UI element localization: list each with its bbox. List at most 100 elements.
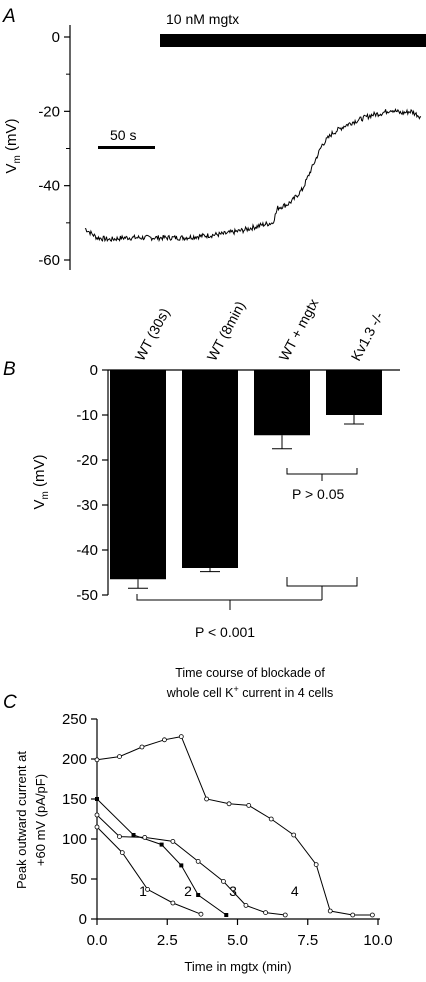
series-4-point — [117, 754, 122, 759]
panel-c-title-line1: Time course of blockade of — [175, 666, 325, 680]
bar-3 — [326, 370, 382, 415]
panel-b-y-tick-label: -40 — [76, 542, 98, 559]
series-4-point — [327, 908, 333, 914]
significance-bracket-bottom-right — [286, 577, 358, 600]
series-3-point — [282, 912, 288, 918]
series-3-point — [221, 879, 226, 884]
panel-b-y-tick-label: -10 — [76, 407, 98, 424]
series-2-point — [159, 842, 164, 847]
series-3-point — [170, 839, 176, 844]
series-1-point — [145, 887, 150, 892]
panel-a-y-axis-label: Vm (mV) — [3, 118, 23, 173]
panel-a-y-axis: 0 -20 -40 -60 — [38, 25, 71, 270]
series-4-point — [369, 912, 375, 918]
panel-c-y-tick-label: 250 — [62, 711, 87, 728]
series-4-point — [350, 912, 356, 918]
error-bar-0 — [128, 579, 148, 589]
membrane-potential-trace — [84, 108, 422, 243]
panel-c-y-tick-label: 0 — [79, 911, 87, 928]
error-bar-3 — [344, 415, 364, 425]
time-scalebar-label: 50 s — [110, 127, 136, 143]
panel-c-y-tick-label: 150 — [62, 791, 87, 808]
series-3-point — [243, 903, 249, 908]
panel-b-y-tick-label: -50 — [76, 587, 98, 604]
panel-b-y-ticks: 0 -10 -20 -30 -40 -50 — [76, 362, 108, 604]
panel-c-y-ticks: 0 50 100 150 200 250 — [62, 711, 97, 928]
series-2-point — [224, 913, 229, 917]
series-3-point — [142, 835, 148, 840]
category-label-1: WT (8min) — [204, 298, 249, 363]
series-1-point — [119, 850, 125, 855]
series-1-label: 1 — [139, 883, 147, 899]
series-4-point — [162, 737, 167, 743]
series-4-point — [94, 757, 100, 763]
panel-b-category-labels: WT (30s) WT (8min) WT + mgtx Kv1.3 -/- — [132, 296, 387, 363]
panel-a-letter: A — [2, 6, 16, 27]
series-3-point — [195, 859, 201, 864]
panel-a-y-tick-label: -60 — [38, 252, 60, 269]
significance-bracket-top — [286, 468, 358, 481]
bar-0 — [110, 370, 166, 580]
series-2-point — [95, 797, 99, 801]
panel-c-title-sup: + — [233, 684, 238, 694]
panel-a-y-tick-label: -20 — [38, 103, 60, 120]
series-1-point — [198, 911, 204, 917]
series-4: 4 — [94, 734, 375, 918]
bar-1 — [182, 370, 238, 568]
p-value-label-bottom: P < 0.001 — [195, 624, 255, 640]
category-label-2: WT + mgtx — [276, 296, 322, 363]
error-bar-1 — [200, 568, 220, 573]
series-4-point — [178, 734, 184, 739]
series-4-point — [291, 832, 297, 838]
series-2-label: 2 — [184, 883, 192, 899]
series-4-point — [268, 816, 274, 822]
series-3-point — [117, 834, 122, 839]
panel-b-y-tick-label: -20 — [76, 452, 98, 469]
series-4-point — [226, 801, 232, 807]
time-scalebar — [98, 146, 155, 149]
panel-b-ylabel-main: V — [31, 500, 48, 510]
series-4-point — [204, 796, 209, 802]
panel-c-x-axis-label: Time in mgtx (min) — [184, 959, 291, 974]
p-value-label-top: P > 0.05 — [292, 486, 345, 502]
panel-c-title-post: current in 4 cells — [239, 686, 333, 700]
series-1-point — [94, 824, 100, 830]
panel-c-axes: 0.0 2.5 5.0 7.5 10.0 0 50 100 150 200 250 — [62, 711, 393, 949]
panel-b-ylabel-unit: (mV) — [31, 454, 48, 491]
category-label-3: Kv1.3 -/- — [348, 309, 387, 364]
bar-2 — [254, 370, 310, 436]
panel-a-drug-bar: 10 nM mgtx — [160, 11, 426, 47]
panel-c-x-tick-label: 5.0 — [227, 932, 248, 949]
series-3-point — [94, 812, 100, 818]
series-2-point — [196, 893, 201, 897]
panel-c-y-axis-label-line1: Peak outward current at — [14, 751, 29, 889]
panel-a-y-tick-label: 0 — [52, 29, 60, 46]
panel-c-y-tick-label: 100 — [62, 831, 87, 848]
panel-a-ylabel-main: V — [3, 164, 20, 174]
series-4-label: 4 — [291, 883, 299, 899]
panel-b-letter: B — [3, 359, 16, 380]
significance-bracket-bottom — [136, 594, 322, 610]
panel-a-scalebar: 50 s — [98, 127, 155, 149]
panel-c-y-tick-label: 50 — [70, 871, 87, 888]
panel-b-bars — [110, 370, 382, 589]
series-2-point — [179, 863, 184, 868]
series-3: 3 — [94, 812, 288, 918]
panel-a: A 0 -20 -40 -60 Vm (mV) 10 nM mgtx 50 s — [2, 6, 426, 270]
panel-c-x-tick-label: 0.0 — [87, 932, 108, 949]
series-2-line — [96, 798, 227, 916]
panel-b-y-tick-label: 0 — [90, 362, 98, 379]
panel-c-y-axis-label-line2: +60 mV (pA/pF) — [33, 774, 48, 866]
series-1: 1 — [94, 824, 204, 917]
panel-c-x-tick-label: 2.5 — [157, 932, 178, 949]
panel-c-title-line2: whole cell K+ current in 4 cells — [166, 684, 333, 700]
series-4-line — [96, 736, 373, 916]
series-3-point — [263, 910, 269, 915]
series-4-point — [139, 744, 145, 750]
series-4-point — [246, 803, 252, 808]
category-label-0: WT (30s) — [132, 305, 173, 363]
panel-b-significance: P > 0.05 P < 0.001 — [136, 468, 358, 640]
panel-a-ylabel-unit: (mV) — [3, 118, 20, 155]
series-3-line — [96, 814, 286, 916]
series-2-point — [131, 833, 136, 837]
